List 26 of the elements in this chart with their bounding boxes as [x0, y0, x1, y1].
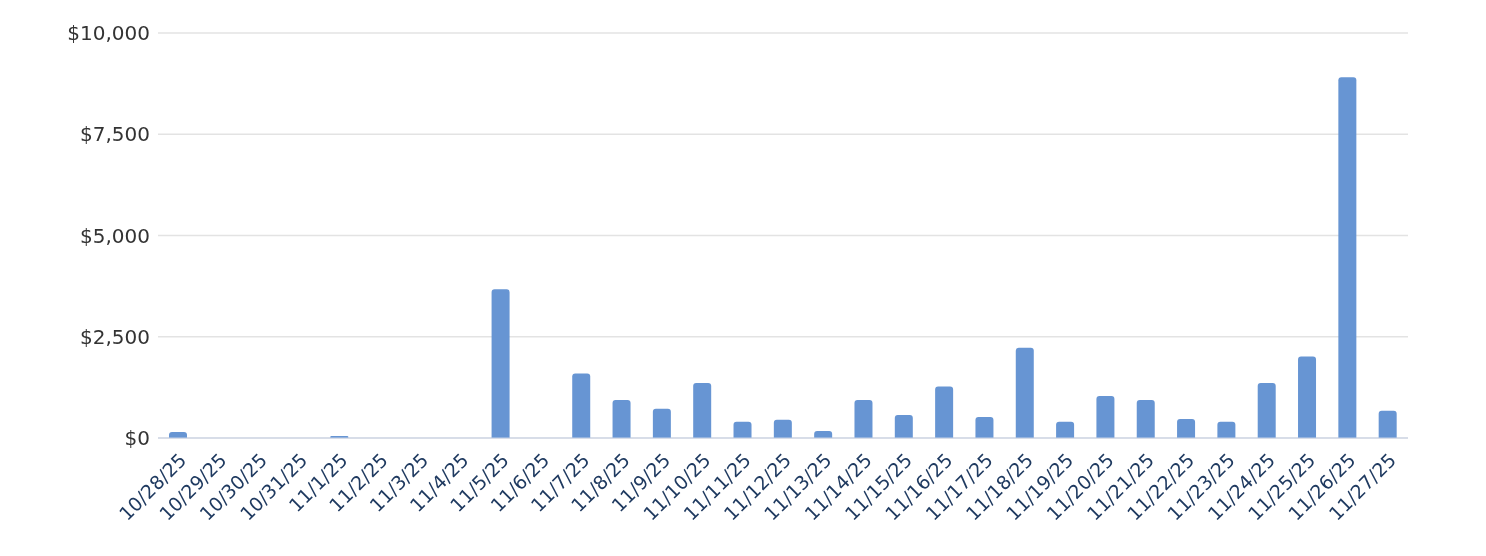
bar [733, 421, 752, 438]
bar [1298, 356, 1317, 438]
bar [1338, 77, 1357, 438]
bar [854, 399, 873, 438]
bar [1257, 382, 1276, 438]
bar [1096, 395, 1115, 438]
y-tick-label: $2,500 [80, 324, 150, 349]
y-tick-label: $7,500 [80, 122, 150, 147]
bar [612, 399, 631, 438]
bar [773, 419, 792, 438]
bar [572, 373, 591, 438]
y-tick-label: $0 [124, 426, 150, 451]
bar [1378, 410, 1397, 438]
bar [693, 382, 712, 438]
bar [491, 289, 510, 438]
bar [1217, 421, 1236, 438]
bar [652, 408, 671, 438]
bar [1015, 347, 1034, 438]
y-tick-label: $5,000 [80, 223, 150, 248]
bar [1177, 418, 1196, 438]
bar [975, 416, 994, 438]
bar [1056, 421, 1075, 438]
bar [1136, 399, 1155, 438]
bar [935, 386, 954, 438]
y-tick-label: $10,000 [67, 21, 150, 46]
bar [894, 414, 913, 438]
